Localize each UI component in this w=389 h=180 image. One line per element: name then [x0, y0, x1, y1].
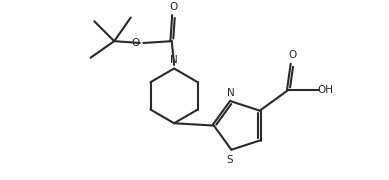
Text: O: O: [288, 50, 296, 60]
Text: O: O: [170, 2, 178, 12]
Text: N: N: [170, 55, 178, 65]
Text: O: O: [131, 38, 140, 48]
Text: N: N: [227, 88, 234, 98]
Text: OH: OH: [317, 85, 333, 95]
Text: S: S: [226, 155, 233, 165]
